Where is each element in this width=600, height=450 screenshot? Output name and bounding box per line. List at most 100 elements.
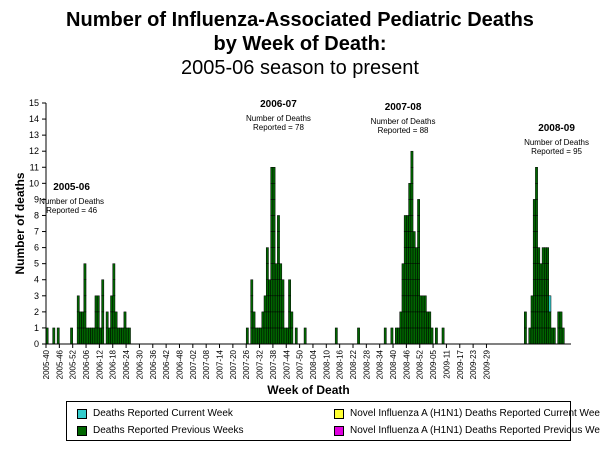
x-tick-label: 2006-48 xyxy=(175,349,184,379)
x-tick-label: 2006-18 xyxy=(109,349,118,379)
bar-previous-weeks xyxy=(334,327,338,345)
bar-previous-weeks xyxy=(528,327,532,345)
bar-previous-weeks xyxy=(272,183,276,200)
bar-previous-weeks xyxy=(274,279,278,297)
bar-previous-weeks xyxy=(250,311,254,329)
bar-previous-weeks xyxy=(435,327,438,345)
bar-previous-weeks xyxy=(252,311,256,329)
bar-previous-weeks xyxy=(281,279,285,297)
bar-previous-weeks xyxy=(544,311,547,329)
bar-previous-weeks xyxy=(274,263,278,280)
bar-previous-weeks xyxy=(532,279,536,297)
bar-previous-weeks xyxy=(546,311,550,329)
bar-previous-weeks xyxy=(94,295,98,313)
bar-previous-weeks xyxy=(417,247,420,264)
bar-previous-weeks xyxy=(421,311,425,329)
bar-previous-weeks xyxy=(410,311,414,329)
bar-previous-weeks xyxy=(279,311,283,329)
bar-previous-weeks xyxy=(532,231,536,248)
bar-previous-weeks xyxy=(557,327,561,345)
bar-current-week xyxy=(548,295,552,313)
season-count-label: Number of Deaths xyxy=(371,117,436,126)
bar-previous-weeks xyxy=(263,311,267,329)
bar-previous-weeks xyxy=(268,327,271,345)
bar-previous-weeks xyxy=(541,263,545,280)
bar-previous-weeks xyxy=(83,311,87,329)
legend-item-current-week: Deaths Reported Current Week xyxy=(77,408,233,419)
bar-previous-weeks xyxy=(52,327,56,345)
bar-previous-weeks xyxy=(441,327,445,345)
bar-previous-weeks xyxy=(96,295,100,313)
season-count-value: Reported = 95 xyxy=(531,147,582,156)
bar-previous-weeks xyxy=(96,327,100,345)
bar-previous-weeks xyxy=(541,295,545,313)
bar-previous-weeks xyxy=(277,327,280,345)
bar-previous-weeks xyxy=(539,263,543,280)
bar-previous-weeks xyxy=(408,199,412,216)
bar-previous-weeks xyxy=(544,247,547,264)
bar-previous-weeks xyxy=(428,311,432,329)
season-count-label: Number of Deaths xyxy=(246,114,311,123)
bar-previous-weeks xyxy=(272,263,276,280)
bar-previous-weeks xyxy=(410,247,414,264)
x-tick-label: 2008-46 xyxy=(402,349,411,379)
x-tick-label: 2007-38 xyxy=(269,349,278,379)
bar-previous-weeks xyxy=(277,247,280,264)
bar-previous-weeks xyxy=(423,327,427,345)
y-tick-label: 0 xyxy=(34,339,39,349)
bar-previous-weeks xyxy=(412,327,416,345)
bar-previous-weeks xyxy=(408,183,412,200)
bar-previous-weeks xyxy=(288,279,291,297)
legend-swatch-h1n1-previous-weeks xyxy=(334,425,344,436)
bar-previous-weeks xyxy=(270,279,274,297)
bar-previous-weeks xyxy=(397,327,400,345)
bar-previous-weeks xyxy=(272,167,276,184)
bar-previous-weeks xyxy=(263,327,267,345)
chart-title-line-1: Number of Influenza-Associated Pediatric… xyxy=(66,9,534,31)
bar-previous-weeks xyxy=(410,215,414,232)
bar-previous-weeks xyxy=(421,327,425,345)
bar-previous-weeks xyxy=(417,279,420,297)
bar-previous-weeks xyxy=(546,327,550,345)
bar-previous-weeks xyxy=(419,311,423,329)
bar-previous-weeks xyxy=(270,263,274,280)
y-tick-label: 10 xyxy=(29,178,39,188)
y-tick-label: 13 xyxy=(29,130,39,140)
y-tick-label: 9 xyxy=(34,194,39,204)
bar-previous-weeks xyxy=(548,311,552,329)
bar-previous-weeks xyxy=(561,327,565,345)
bar-previous-weeks xyxy=(281,327,285,345)
bar-previous-weeks xyxy=(548,327,552,345)
bar-previous-weeks xyxy=(417,311,420,329)
bar-previous-weeks xyxy=(410,183,414,200)
bar-previous-weeks xyxy=(403,279,407,297)
bar-previous-weeks xyxy=(419,327,423,345)
bar-previous-weeks xyxy=(112,327,116,345)
bar-previous-weeks xyxy=(272,215,276,232)
bar-previous-weeks xyxy=(286,327,289,345)
bar-previous-weeks xyxy=(252,327,256,345)
bar-previous-weeks xyxy=(532,199,536,216)
bar-previous-weeks xyxy=(541,311,545,329)
bar-previous-weeks xyxy=(265,247,269,264)
bar-previous-weeks xyxy=(105,311,109,329)
bar-previous-weeks xyxy=(408,311,412,329)
bar-previous-weeks xyxy=(535,183,538,200)
bar-previous-weeks xyxy=(535,279,538,297)
bar-previous-weeks xyxy=(76,311,80,329)
bar-previous-weeks xyxy=(254,327,258,345)
bar-previous-weeks xyxy=(270,295,274,313)
bar-previous-weeks xyxy=(272,247,276,264)
bar-previous-weeks xyxy=(546,295,550,313)
bar-previous-weeks xyxy=(408,295,412,313)
bar-previous-weeks xyxy=(265,279,269,297)
bar-previous-weeks xyxy=(406,279,409,297)
bar-previous-weeks xyxy=(110,327,113,345)
bar-previous-weeks xyxy=(268,311,271,329)
bar-previous-weeks xyxy=(412,231,416,248)
bar-previous-weeks xyxy=(415,247,418,264)
legend-item-h1n1-previous-weeks: Novel Influenza A (H1N1) Deaths Reported… xyxy=(334,425,600,436)
bar-previous-weeks xyxy=(423,295,427,313)
bar-previous-weeks xyxy=(250,279,254,297)
